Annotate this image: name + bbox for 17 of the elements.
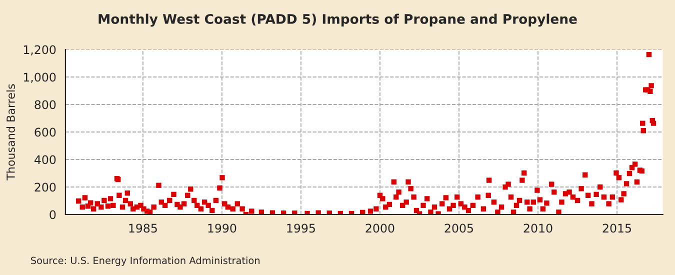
x-tick-label: 2015 bbox=[602, 224, 632, 233]
y-tick-label: 400 bbox=[34, 155, 56, 164]
x-tick-label: 2005 bbox=[444, 224, 473, 233]
y-tick-label: 200 bbox=[34, 182, 56, 192]
y-tick-label: 0 bbox=[50, 210, 56, 220]
y-axis-title: Thousand Barrels bbox=[6, 84, 15, 180]
x-tick-label: 1985 bbox=[129, 224, 157, 233]
y-tick-label: 1,000 bbox=[24, 72, 56, 83]
x-tick-label: 2000 bbox=[366, 224, 394, 233]
x-tick-label: 2010 bbox=[524, 224, 552, 233]
y-tick-label: 1,200 bbox=[24, 45, 56, 56]
x-tick-label: 1990 bbox=[208, 224, 236, 233]
source-note: Source: U.S. Energy Information Administration bbox=[31, 256, 260, 266]
y-tick-label: 600 bbox=[34, 128, 56, 137]
y-tick-label: 800 bbox=[34, 100, 56, 110]
chart-title: Monthly West Coast (PADD 5) Imports of Propane and Propylene bbox=[98, 14, 577, 27]
x-tick-label: 1995 bbox=[287, 224, 315, 233]
